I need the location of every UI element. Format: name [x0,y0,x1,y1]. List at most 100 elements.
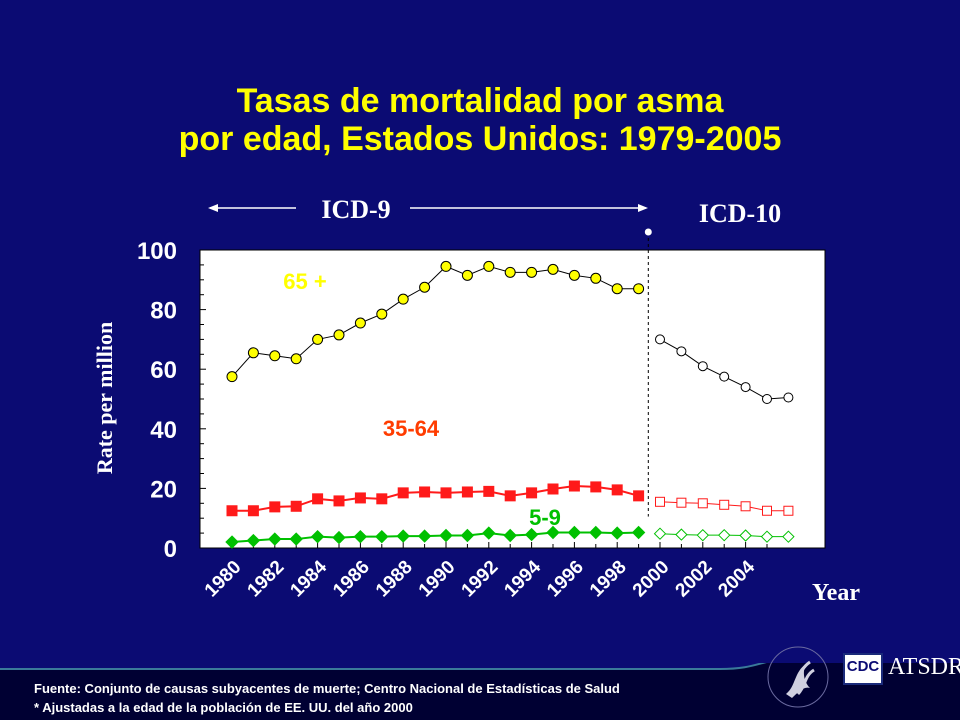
cdc-logo: CDC [843,653,883,685]
x-tick-label: 2004 [714,556,759,601]
series-35-64-icd9-point [397,487,409,499]
series-65-icd9-point [547,263,559,275]
title-line-2: por edad, Estados Unidos: 1979-2005 [178,120,782,158]
series-65-icd9-point [397,293,409,305]
label-layer: ICD-9 ICD-10 65 + 35-64 5-9 [208,195,781,530]
chart-title: Tasas de mortalidad por asma por edad, E… [0,82,960,158]
x-tick-label: 1982 [244,557,289,602]
series-5-9-icd9-point [417,529,432,543]
series-5-9-icd9-point [332,530,346,545]
x-tick-label: 1994 [500,556,545,601]
x-axis-label: Year [812,580,860,606]
series-label-5-9: 5-9 [529,505,561,530]
series-35-64-icd9-point [269,501,281,513]
series-65-icd9-point [526,266,538,278]
series-5-9-icd10-point [653,527,667,540]
series-5-9-icd9-point [439,528,453,543]
cdc-logo-text: CDC [846,658,880,675]
series-65-icd9-point [290,353,302,365]
series-5-9-icd10-point [782,530,795,543]
series-65-icd10-point [655,334,665,345]
series-65-icd9-point [633,283,645,295]
series-layer [225,232,795,549]
icd9-label: ICD-9 [321,195,390,224]
series-65-icd10-point [783,392,794,403]
series-5-9-icd9-point [310,529,325,544]
hhs-eagle-logo [767,646,829,708]
icd9-arrow-right-head [638,204,648,212]
series-35-64-icd9-point [590,481,602,493]
series-5-9-icd9-point [353,529,368,544]
series-label-35-64: 35-64 [383,416,440,441]
series-65-icd10-point [676,346,687,357]
y-tick-label: 80 [150,298,177,325]
series-5-9-icd9-point [567,525,582,540]
series-5-9-icd9-point [589,525,603,540]
series-label-65: 65 + [283,269,326,294]
series-35-64-icd10-point [762,505,772,516]
y-tick-label: 20 [150,476,177,503]
icd-divider-bottom-dot [644,516,652,524]
series-5-9-icd9-point [524,527,539,542]
series-65-icd10-point [719,371,730,382]
series-65-icd9-point [376,308,388,320]
series-35-64-icd9-point [611,484,623,496]
footer-source-line-2: * Ajustadas a la edad de la población de… [34,700,413,715]
series-35-64-icd9-point [354,492,366,504]
x-tick-label: 1990 [415,557,460,602]
series-35-64-icd9-point [504,490,516,502]
y-tick-label: 40 [150,417,177,444]
series-5-9-icd9-point [482,526,496,540]
y-tick-label: 60 [150,357,177,384]
series-5-9-icd9-point [610,526,624,540]
x-tick-label: 1996 [543,557,588,602]
series-65-icd9-point [226,371,238,383]
series-65-icd9-point [440,260,452,272]
series-5-9-icd10-point [760,530,774,543]
series-65-icd10-point [697,361,708,372]
series-65-icd9-point [333,329,345,341]
x-tick-label: 1992 [458,557,503,602]
series-65-icd9-point [568,269,580,281]
series-35-64-icd9-point [547,483,559,495]
series-35-64-icd9-point [419,486,431,498]
series-65-icd10-point [740,382,751,393]
icd10-label: ICD-10 [699,199,781,228]
series-35-64-icd9-point [483,485,495,497]
series-5-9-icd9-point [375,529,389,544]
x-tick-label: 1986 [329,557,374,602]
x-tick-label: 1998 [586,557,631,602]
x-tick-label: 2002 [672,557,717,602]
series-35-64-icd10-point [676,497,687,508]
series-35-64-icd9-point [290,500,302,512]
series-65-icd9-point [269,350,281,362]
y-tick-label: 0 [164,536,177,563]
series-5-9-icd9-point [289,532,303,546]
series-5-9-icd9-point [246,533,261,548]
series-5-9-icd9-point [225,535,239,549]
series-5-9-icd9-point [503,528,517,543]
icd-divider-top-dot [644,228,652,236]
series-35-64-icd9-point [376,493,388,505]
series-35-64-icd9-point [461,486,473,498]
series-35-64-icd10-point [740,501,751,512]
series-35-64-icd9-point [247,505,259,517]
x-tick-label: 1980 [201,557,246,602]
series-65-icd9-point [504,266,516,278]
series-65-icd9-point [611,283,623,295]
series-35-64-icd9-point [526,487,538,499]
footer-source-line-1: Fuente: Conjunto de causas subyacentes d… [34,681,620,696]
series-35-64-icd9-point [440,487,452,499]
series-35-64-icd10-point [655,496,665,507]
series-35-64-icd9-point [312,493,324,505]
series-65-icd9-point [461,269,473,281]
series-65-icd9-point [419,281,431,293]
series-35-64-icd9-point [568,480,580,492]
title-line-1: Tasas de mortalidad por asma [236,82,724,120]
x-tick-label: 1988 [372,557,417,602]
series-65-icd9-point [247,347,259,359]
series-35-64-icd9-point [226,505,238,517]
series-35-64-icd9-point [633,490,645,502]
series-5-9-icd10-point [739,529,752,542]
